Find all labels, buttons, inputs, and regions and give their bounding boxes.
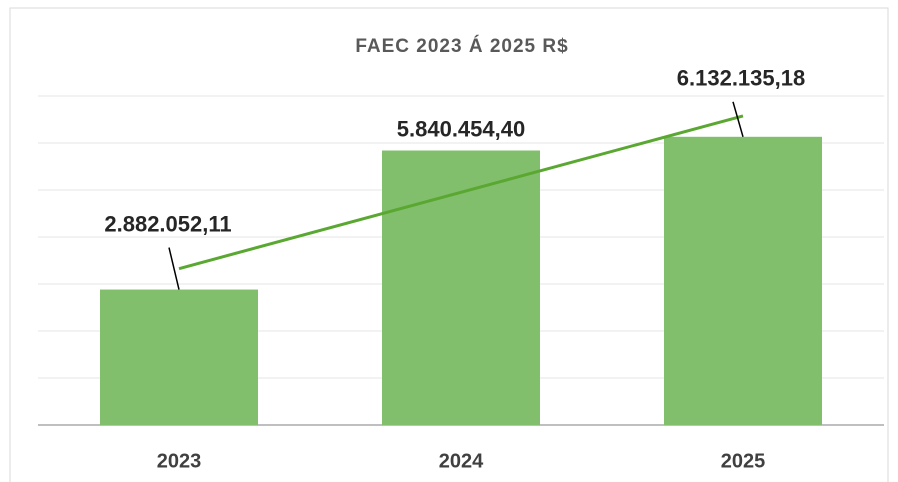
- x-tick-label: 2025: [721, 450, 766, 472]
- value-label: 6.132.135,18: [677, 66, 805, 91]
- value-label: 5.840.454,40: [397, 116, 525, 141]
- bar: [664, 136, 822, 425]
- x-tick-label: 2023: [157, 450, 202, 472]
- chart-title: FAEC 2023 Á 2025 R$: [355, 35, 568, 57]
- chart-border: [9, 7, 889, 482]
- leader-line: [168, 247, 180, 290]
- x-tick-label: 2024: [439, 450, 484, 472]
- value-label: 2.882.052,11: [104, 211, 231, 236]
- leader-line: [732, 101, 744, 137]
- trendline: [178, 114, 744, 271]
- bar: [100, 289, 258, 425]
- bar: [382, 150, 540, 425]
